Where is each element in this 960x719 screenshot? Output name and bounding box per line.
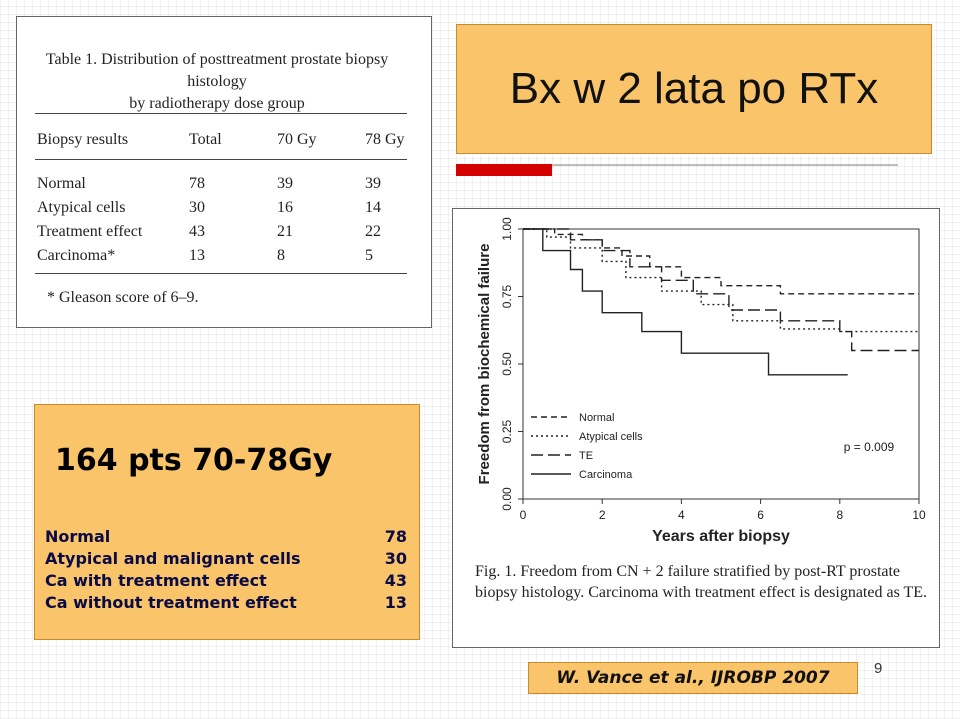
summary-heading: 164 pts 70-78Gy [55,443,333,478]
table-caption-line-2: by radiotherapy dose group [129,95,305,112]
figure-caption: Fig. 1. Freedom from CN + 2 failure stra… [475,563,928,601]
legend-label: Atypical cells [579,431,643,443]
summary-label: Ca with treatment effect [45,571,267,590]
x-tick-label: 6 [757,508,764,522]
x-axis-label: Years after biopsy [652,528,790,545]
table-cell: 14 [365,199,381,216]
table-cell: 30 [189,199,205,216]
x-tick-label: 2 [599,508,606,522]
table-cell: 8 [277,247,285,264]
table-cell: 78 [189,175,205,192]
table-cell: Normal [37,175,86,192]
survival-chart: 0 2 4 6 8 10 0.00 0.25 0.50 0.75 1.00 Years after b… [476,217,926,545]
table-header: Biopsy results [37,131,129,148]
y-tick-label: 0.00 [500,487,514,511]
summary-label: Atypical and malignant cells [45,549,301,568]
table-cell: Treatment effect [37,223,143,240]
citation-text: W. Vance et al., IJROBP 2007 [556,668,830,688]
series-line-carcinoma [523,228,848,376]
series-line-te [523,228,919,352]
table-row: Treatment effect 43 21 22 [37,223,407,245]
summary-row: Normal 78 [45,527,415,547]
table-cell: 39 [365,175,381,192]
summary-value: 13 [384,593,407,612]
series-line-normal [523,228,919,295]
table-cell: Atypical cells [37,199,126,216]
table-row: Carcinoma* 13 8 5 [37,247,407,269]
summary-label: Normal [45,527,111,546]
page-number: 9 [874,660,883,677]
table-rule-bottom [35,273,407,274]
table-cell: Carcinoma* [37,247,116,264]
table-rule-top [35,113,407,114]
y-tick-label: 0.50 [500,352,514,376]
table-caption-line-1: Table 1. Distribution of posttreatment p… [45,51,389,90]
table-cell: 21 [277,223,293,240]
p-value-label: p = 0.009 [844,440,895,454]
table-header-row: Biopsy results Total 70 Gy 78 Gy [37,131,407,153]
summary-value: 43 [384,571,407,590]
table-footnote: * Gleason score of 6–9. [47,289,199,306]
legend-label: Carcinoma [579,469,633,481]
table-cell: 22 [365,223,381,240]
table-header: 78 Gy [365,131,405,148]
table-header: 70 Gy [277,131,317,148]
table-row: Normal 78 39 39 [37,175,407,197]
table-cell: 13 [189,247,205,264]
survival-figure-image: 0 2 4 6 8 10 0.00 0.25 0.50 0.75 1.00 Years after b… [452,208,940,648]
summary-label: Ca without treatment effect [45,593,297,612]
table-cell: 43 [189,223,205,240]
table-cell: 39 [277,175,293,192]
x-tick-label: 8 [836,508,843,522]
legend-label: TE [579,450,593,462]
table-cell: 16 [277,199,293,216]
y-tick-label: 0.25 [500,419,514,443]
legend-label: Normal [579,412,614,424]
summary-value: 30 [384,549,407,568]
histology-table-image: Table 1. Distribution of posttreatment p… [16,16,432,328]
y-tick-label: 1.00 [500,217,514,241]
y-axis-label: Freedom from biochemical failure [476,244,493,485]
table-caption: Table 1. Distribution of posttreatment p… [37,49,397,115]
series-line-atypical-cells [523,228,919,333]
table-cell: 5 [365,247,373,264]
x-tick-label: 4 [678,508,685,522]
table-row: Atypical cells 30 16 14 [37,199,407,221]
citation-box: W. Vance et al., IJROBP 2007 [528,662,858,694]
summary-row: Atypical and malignant cells 30 [45,549,415,569]
summary-row: Ca without treatment effect 13 [45,593,415,613]
x-tick-label: 10 [912,508,926,522]
table-rule-mid [35,159,407,160]
x-tick-label: 0 [520,508,527,522]
table-header: Total [189,131,222,148]
summary-value: 78 [384,527,407,546]
slide-title-box: Bx w 2 lata po RTx [456,24,932,154]
patient-summary-box: 164 pts 70-78Gy Normal 78 Atypical and m… [34,404,420,640]
title-accent-bar [456,164,552,176]
y-tick-label: 0.75 [500,284,514,308]
summary-row: Ca with treatment effect 43 [45,571,415,591]
slide-title: Bx w 2 lata po RTx [509,64,879,113]
title-underline [456,164,898,166]
